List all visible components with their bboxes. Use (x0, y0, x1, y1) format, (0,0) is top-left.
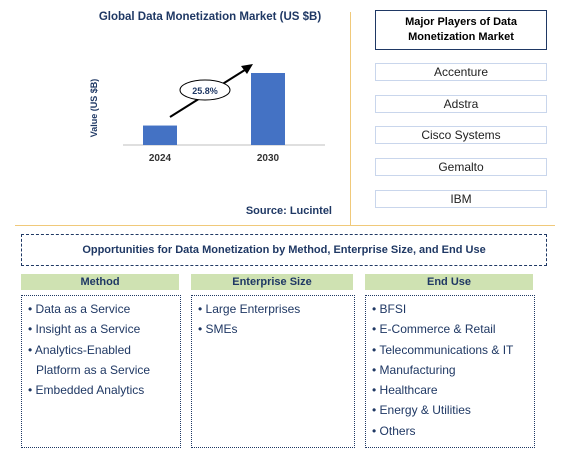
method-list: • Data as a Service • Insight as a Servi… (21, 295, 181, 448)
enterprise-size-list: • Large Enterprises • SMEs (191, 295, 355, 448)
player-accenture: Accenture (375, 63, 547, 81)
end-use-list: • BFSI • E-Commerce & Retail • Telecommu… (365, 295, 535, 448)
column-header-enterprise-size: Enterprise Size (191, 274, 353, 290)
list-item: • Healthcare (372, 383, 438, 398)
player-adstra: Adstra (375, 95, 547, 113)
player-cisco: Cisco Systems (375, 126, 547, 144)
list-item: • Large Enterprises (198, 302, 301, 316)
growth-arrow-head (241, 64, 253, 74)
column-header-end-use: End Use (365, 274, 533, 290)
list-item: • SMEs (198, 322, 238, 337)
bar-chart: Value (US $B) 2024 2030 25.8% (89, 64, 325, 164)
list-item: • E-Commerce & Retail (372, 322, 496, 337)
y-axis-label: Value (US $B) (89, 79, 99, 138)
x-tick-label: 2030 (257, 153, 280, 164)
player-gemalto: Gemalto (375, 158, 547, 176)
list-item: • Manufacturing (372, 362, 456, 377)
list-item: • Insight as a Service (28, 322, 141, 337)
growth-label-ellipse (179, 79, 231, 101)
bar-2030 (251, 73, 285, 145)
list-item: • Others (372, 423, 416, 438)
chart-title: Global Data Monetization Market (US $B) (98, 11, 322, 23)
list-item: • Energy & Utilities (372, 403, 471, 418)
column-header-method: Method (21, 274, 179, 290)
chart-source: Source: Lucintel (245, 205, 332, 217)
list-item: • BFSI (372, 302, 407, 316)
list-item: • Telecommunications & IT (372, 342, 514, 357)
horizontal-divider (15, 225, 555, 226)
players-title: Major Players of Data Monetization Marke… (375, 10, 547, 50)
list-item: • Data as a Service (28, 302, 131, 316)
growth-label: 25.8% (192, 86, 218, 96)
opportunities-title: Opportunities for Data Monetization by M… (21, 234, 547, 266)
vertical-divider (350, 12, 351, 225)
list-item: • Embedded Analytics (28, 383, 145, 398)
bar-2024 (143, 125, 177, 145)
list-item: • Analytics-Enabled Platform as a Servic… (28, 342, 151, 377)
x-tick-label: 2024 (149, 153, 172, 164)
player-ibm: IBM (375, 190, 547, 208)
